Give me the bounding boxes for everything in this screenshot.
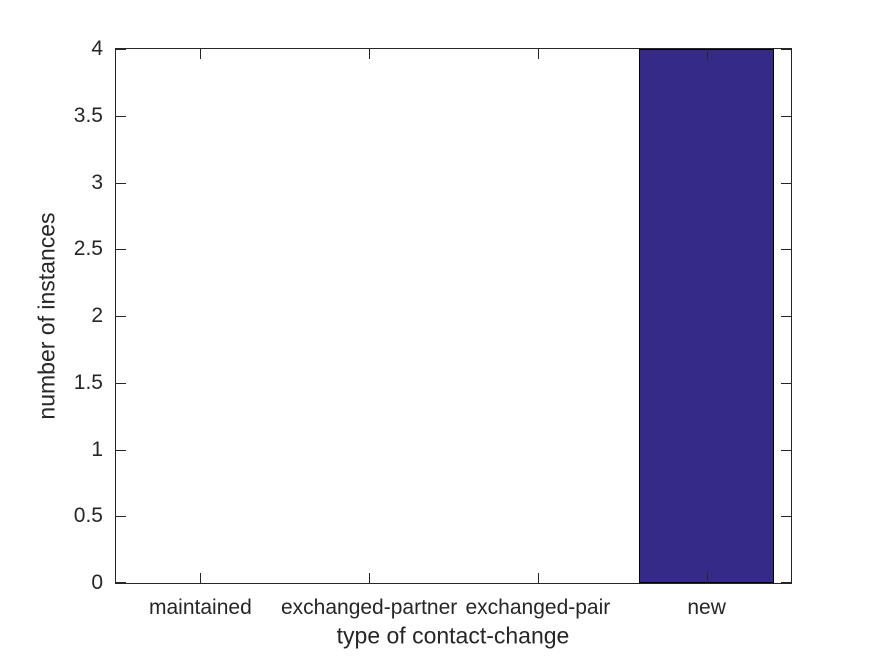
y-tick-label: 3.5	[73, 103, 103, 127]
y-tick-mark	[781, 182, 791, 184]
y-tick-mark	[116, 49, 126, 50]
x-tick-label-exchanged-partner: exchanged-partner	[280, 596, 458, 619]
y-tick-mark	[116, 115, 126, 117]
x-tick-mark	[369, 573, 371, 583]
y-tick-mark	[781, 115, 791, 117]
y-tick-mark	[781, 449, 791, 451]
x-tick-mark	[369, 49, 371, 59]
bar-new	[639, 49, 775, 583]
x-tick-label-new: new	[687, 596, 726, 619]
x-tick-label-maintained: maintained	[149, 596, 252, 619]
y-tick-mark	[781, 516, 791, 518]
y-tick-label: 0	[91, 571, 103, 595]
y-tick-label: 2.5	[73, 237, 103, 261]
x-tick-mark	[706, 573, 708, 583]
y-tick-label: 1	[91, 437, 103, 461]
x-tick-mark	[537, 573, 539, 583]
x-tick-mark	[537, 49, 539, 59]
y-tick-label: 4	[91, 37, 103, 61]
y-tick-mark	[781, 316, 791, 317]
y-tick-mark	[116, 182, 126, 184]
y-tick-mark	[781, 582, 791, 583]
y-tick-mark	[781, 49, 791, 50]
y-tick-mark	[116, 449, 126, 451]
y-tick-mark	[781, 249, 791, 251]
plot-area	[115, 48, 792, 584]
y-tick-label: 2	[91, 304, 103, 328]
x-tick-label-exchanged-pair: exchanged-pair	[465, 596, 611, 619]
x-tick-mark	[200, 573, 202, 583]
x-axis-label: type of contact-change	[336, 622, 570, 649]
y-tick-mark	[116, 382, 126, 384]
x-tick-mark	[706, 49, 708, 59]
y-tick-label: 3	[91, 170, 103, 194]
y-tick-mark	[116, 516, 126, 518]
x-tick-mark	[200, 49, 202, 59]
y-tick-mark	[116, 249, 126, 251]
y-tick-label: 0.5	[73, 504, 103, 528]
y-tick-mark	[116, 582, 126, 583]
y-axis-label: number of instances	[33, 212, 60, 420]
y-tick-mark	[116, 316, 126, 317]
y-tick-label: 1.5	[73, 370, 103, 394]
y-tick-mark	[781, 382, 791, 384]
